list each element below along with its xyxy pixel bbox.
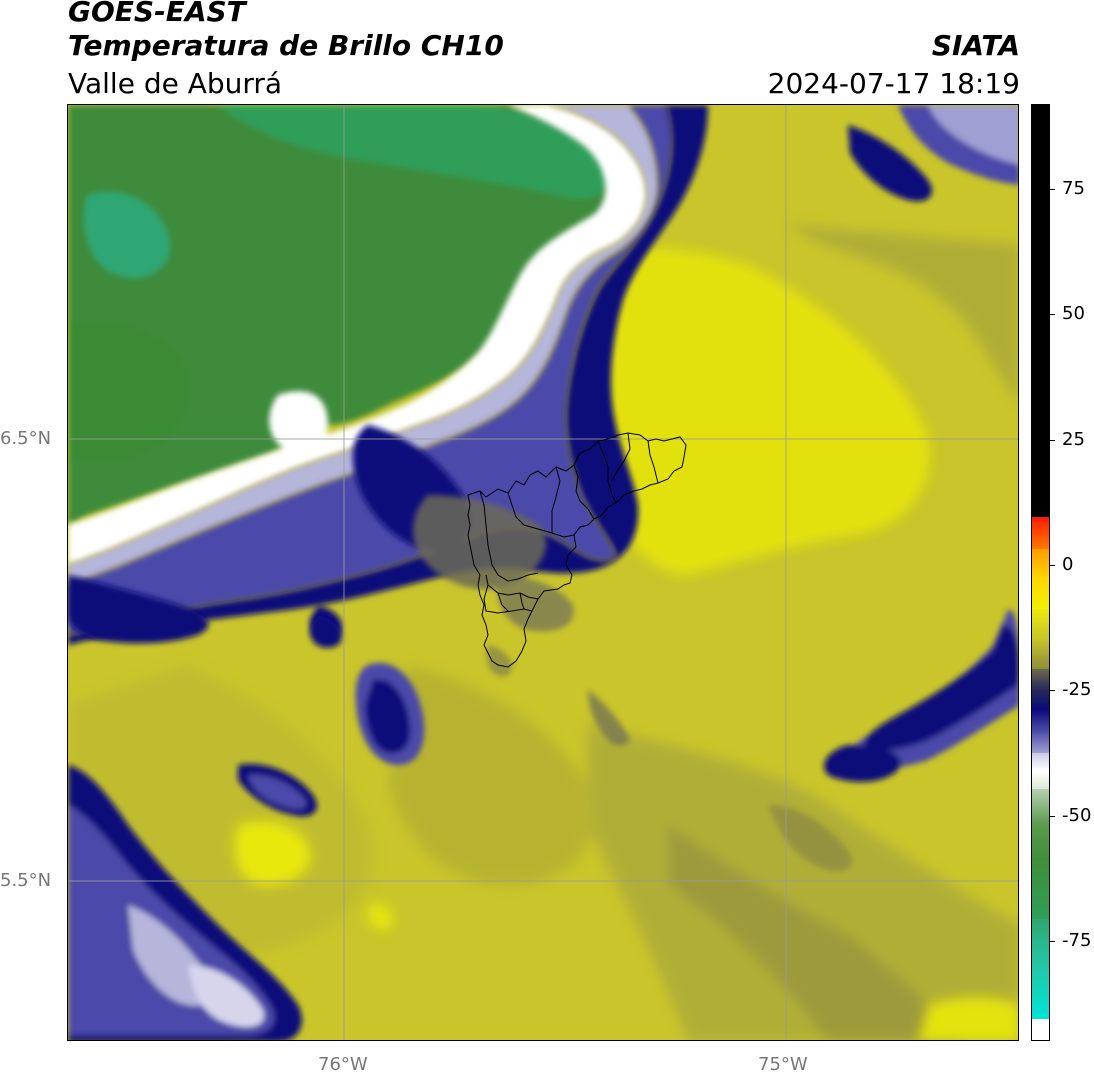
colorbar-tick-label: 25 (1062, 429, 1085, 450)
longitude-label: 76°W (318, 1054, 368, 1075)
colorbar-tick (1050, 314, 1055, 315)
colorbar-segment (1032, 753, 1049, 789)
colorbar-segment (1032, 789, 1049, 859)
colorbar-tick-label: -75 (1062, 930, 1092, 951)
brightness-temperature-field (68, 105, 1018, 1040)
colorbar-segment (1032, 919, 1049, 1019)
latitude-label: 5.5°N (0, 870, 52, 891)
agency-label: SIATA (931, 29, 1020, 62)
colorbar-tick (1050, 565, 1055, 566)
valle-de-aburra-municipality-boundaries (467, 432, 687, 668)
colorbar-tick-label: -25 (1062, 679, 1092, 700)
channel-title: Temperatura de Brillo CH10 (68, 29, 504, 62)
colorbar-segment (1032, 105, 1049, 517)
latitude-label: 6.5°N (0, 428, 52, 449)
colorbar-tick (1050, 941, 1055, 942)
colorbar-tick (1050, 816, 1055, 817)
colorbar-segment (1032, 859, 1049, 919)
lat-lon-grid (68, 105, 1018, 1040)
colorbar-segment (1032, 709, 1049, 753)
colorbar-tick-label: -50 (1062, 805, 1092, 826)
colorbar-segment (1032, 609, 1049, 669)
colorbar-segment (1032, 517, 1049, 549)
longitude-label: 75°W (758, 1054, 808, 1075)
datetime-label: 2024-07-17 18:19 (767, 67, 1020, 100)
colorbar-tick-label: 0 (1062, 554, 1074, 575)
region-subtitle: Valle de Aburrá (68, 67, 283, 100)
colorbar-tick (1050, 440, 1055, 441)
colorbar-tick-label: 75 (1062, 178, 1085, 199)
colorbar-tick (1050, 690, 1055, 691)
colorbar-segment (1032, 1019, 1049, 1040)
colorbar-tick-label: 50 (1062, 303, 1085, 324)
colorbar-segment (1032, 549, 1049, 609)
product-title: GOES-EAST (68, 0, 246, 28)
satellite-map[interactable] (67, 104, 1019, 1041)
colorbar-segment (1032, 669, 1049, 709)
colorbar-tick (1050, 189, 1055, 190)
temperature-colorbar (1031, 104, 1050, 1041)
